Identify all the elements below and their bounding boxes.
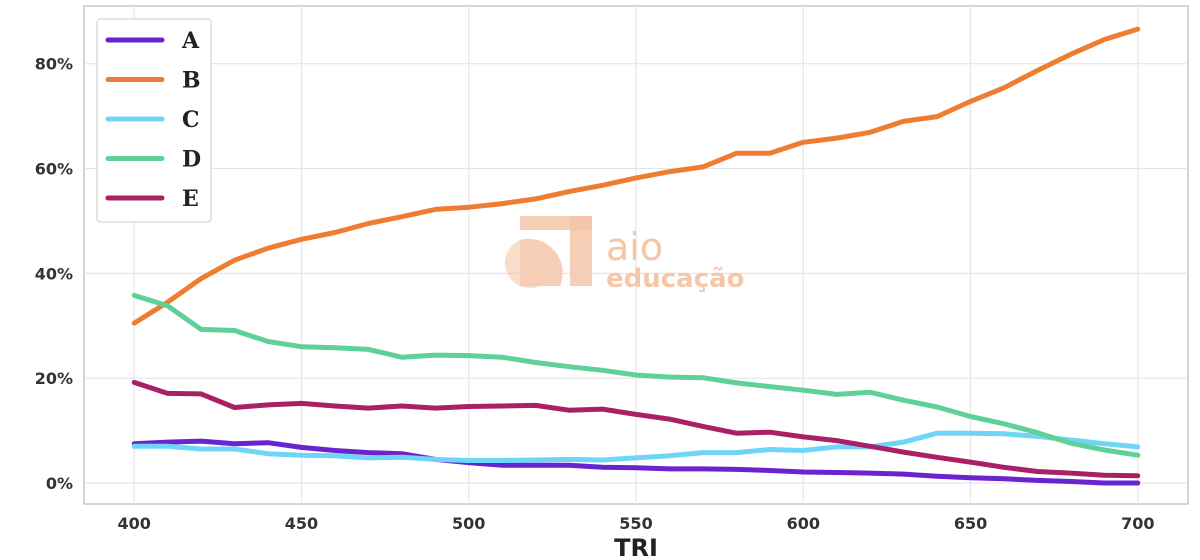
series-line-a	[131, 438, 1141, 486]
watermark-line1: aio	[606, 225, 663, 269]
watermark: aio educação	[504, 216, 745, 294]
legend-label-b: B	[182, 68, 201, 94]
x-tick-label: 600	[787, 514, 820, 533]
grid-lines	[84, 6, 1188, 504]
series-line-e	[131, 379, 1141, 479]
x-tick-label: 700	[1121, 514, 1154, 533]
x-tick-label: 500	[452, 514, 485, 533]
y-tick-label: 40%	[35, 264, 73, 283]
y-tick-label: 20%	[35, 369, 73, 388]
legend-label-e: E	[182, 186, 199, 212]
y-tick-label: 0%	[46, 474, 73, 493]
x-tick-label: 550	[619, 514, 652, 533]
legend-label-a: A	[181, 28, 200, 54]
watermark-line2: educação	[606, 264, 745, 294]
y-tick-label: 60%	[35, 160, 73, 179]
series-line-c	[131, 430, 1141, 463]
y-axis-ticks: 0% 20% 40% 60% 80%	[35, 55, 73, 493]
series-line-d	[131, 292, 1141, 458]
x-axis-ticks: 400 450 500 550 600 650 700	[117, 514, 1154, 533]
legend-label-c: C	[182, 107, 200, 133]
x-tick-label: 400	[117, 514, 150, 533]
x-axis-title: TRI	[614, 534, 658, 560]
series-lines	[131, 26, 1141, 486]
x-tick-label: 650	[954, 514, 987, 533]
x-tick-label: 450	[285, 514, 318, 533]
legend-label-d: D	[182, 147, 201, 173]
aio-logo-icon	[504, 216, 592, 289]
y-tick-label: 80%	[35, 55, 73, 74]
series-line-b	[131, 26, 1141, 326]
